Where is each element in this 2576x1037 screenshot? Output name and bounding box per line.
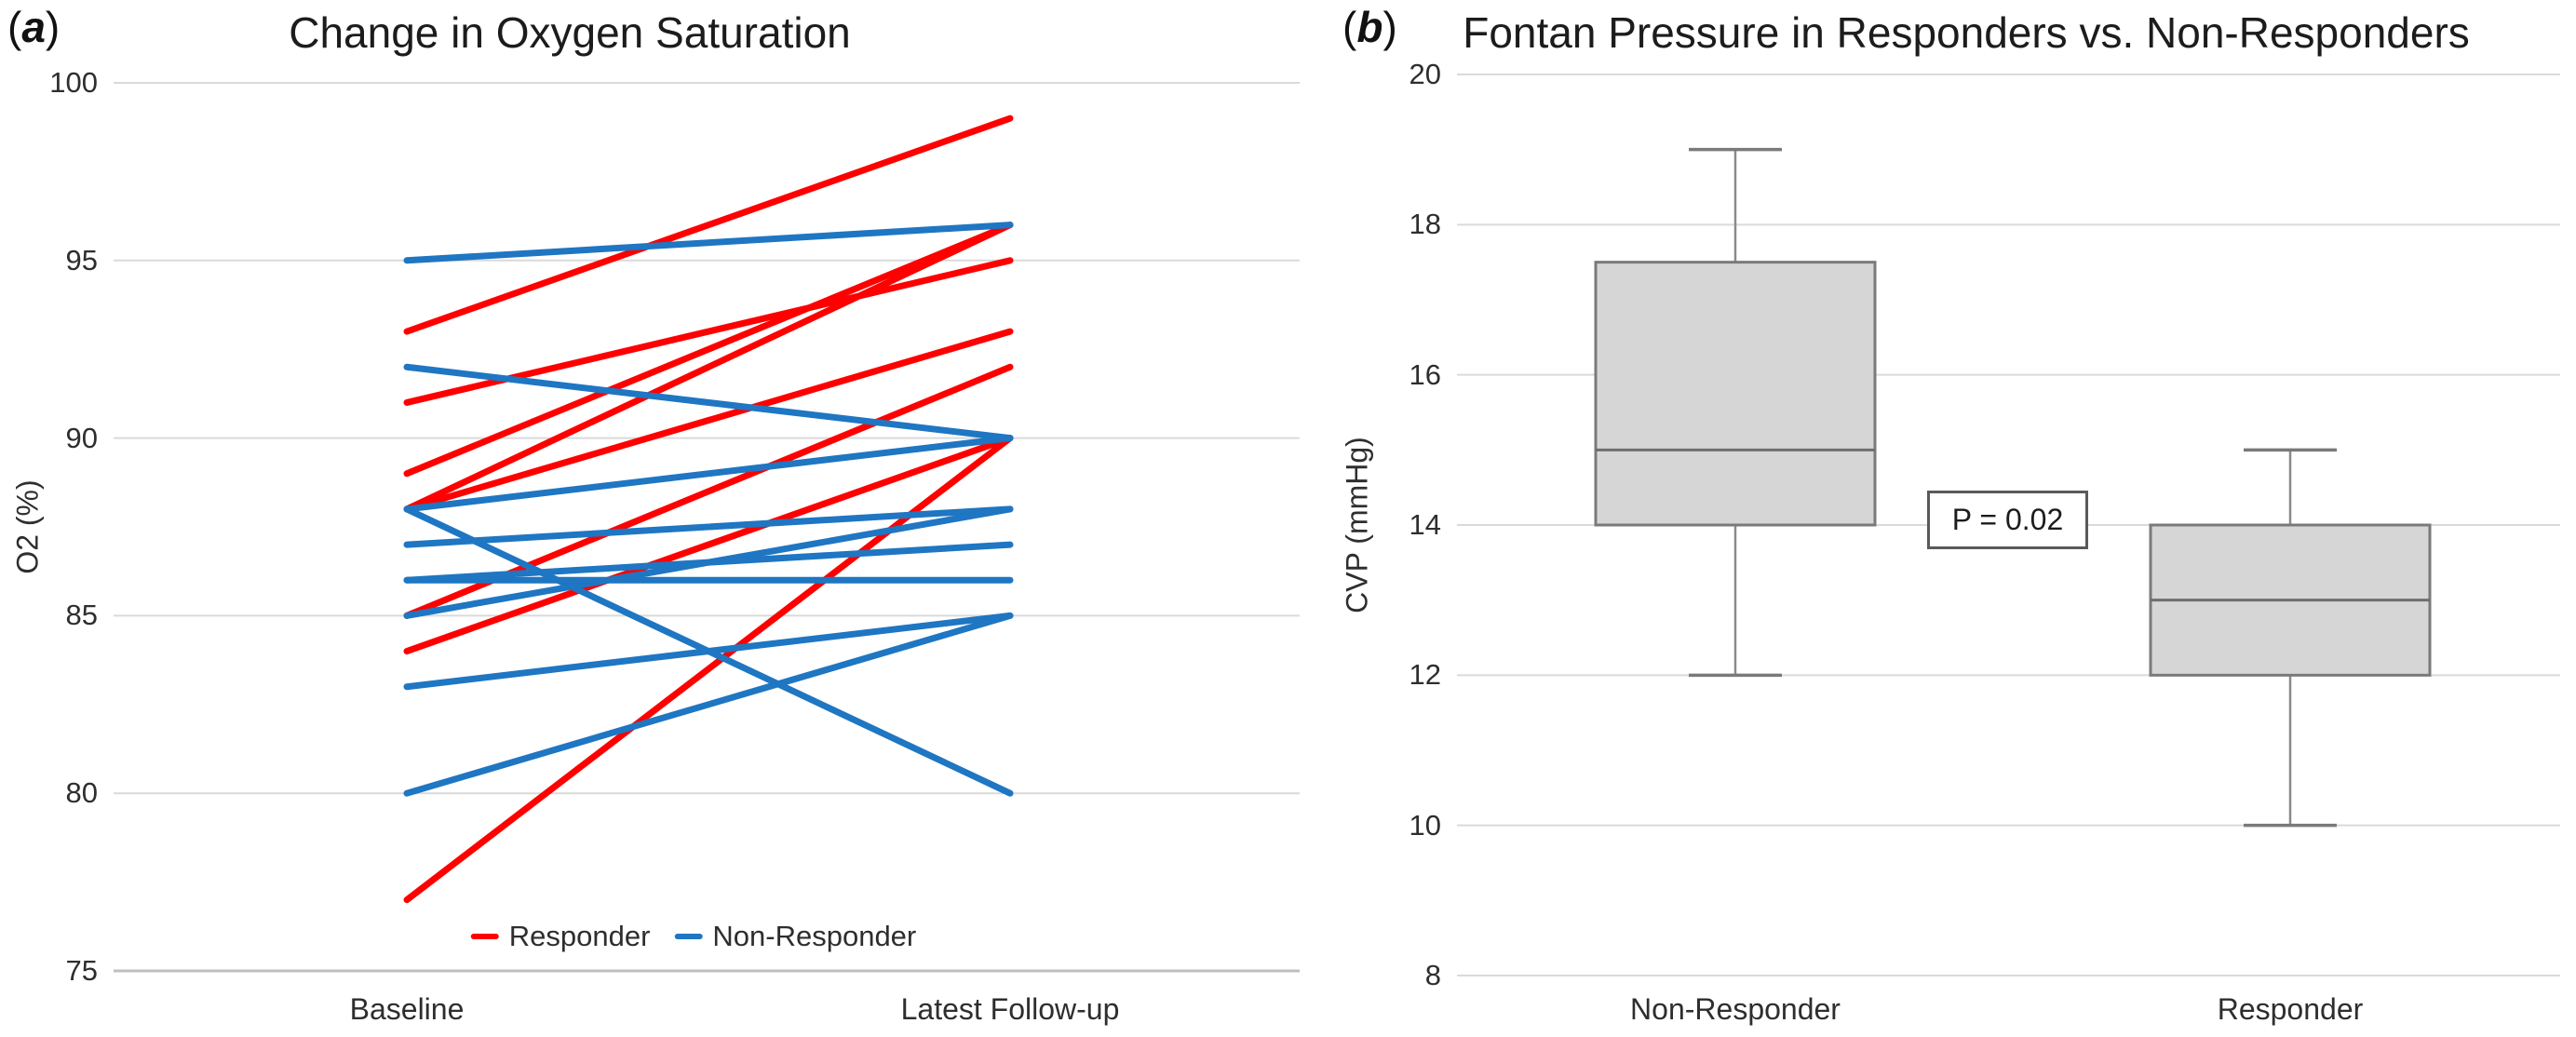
box-chart-canvas [1457, 74, 2560, 977]
slope-line-non-responder [403, 435, 1014, 513]
p-value-annotation: P = 0.02 [1927, 491, 2088, 549]
y-tick-label: 10 [1409, 808, 1441, 842]
panel-b-box-plot: (b) Fontan Pressure in Responders vs. No… [1303, 0, 2576, 1037]
slope-line-responder [403, 435, 1014, 655]
panel-a-tag: (a) [7, 3, 61, 51]
slope-line-non-responder [403, 222, 1014, 264]
slope-line-non-responder [403, 505, 1014, 548]
responder-line-swatch-icon [470, 934, 499, 939]
y-tick-label: 75 [65, 954, 98, 987]
slope-line-non-responder [403, 363, 1014, 442]
panel-a-title: Change in Oxygen Saturation [289, 8, 851, 57]
slope-line-responder [403, 222, 1014, 478]
slope-line-non-responder [403, 541, 1014, 584]
legend-item-responder: Responder [470, 920, 651, 953]
slope-line-non-responder [403, 612, 1014, 691]
slope-line-responder [403, 257, 1014, 406]
slope-chart-canvas [114, 82, 1300, 973]
non-responder-line-swatch-icon [674, 934, 703, 939]
box-non-responder [1594, 261, 1877, 527]
panel-a-category-followup: Latest Follow-up [900, 992, 1120, 1026]
y-tick-label: 20 [1409, 58, 1441, 90]
y-tick-label: 14 [1409, 508, 1441, 541]
panel-a-category-baseline: Baseline [349, 992, 465, 1026]
y-tick-label: 95 [65, 243, 98, 276]
legend-label-non-responder: Non-Responder [712, 920, 917, 952]
legend-item-non-responder: Non-Responder [674, 920, 916, 953]
y-tick-label: 18 [1409, 208, 1441, 241]
y-tick-label: 90 [65, 421, 98, 454]
legend-label-responder: Responder [508, 920, 651, 952]
y-tick-label: 8 [1424, 959, 1441, 991]
slope-line-non-responder [403, 612, 1014, 797]
slope-line-responder [403, 114, 1014, 335]
panel-b-title: Fontan Pressure in Responders vs. Non-Re… [1463, 8, 2470, 57]
y-tick-label: 85 [65, 599, 98, 632]
slope-line-responder [403, 435, 1014, 904]
y-tick-label: 16 [1409, 357, 1441, 391]
panel-a-slope-chart: (a) Change in Oxygen Saturation O2 (%) 1… [7, 3, 1300, 1026]
legend: Responder Non-Responder [470, 920, 916, 953]
panel-b-category-responder: Responder [2217, 992, 2364, 1026]
panel-b-tag: (b) [1342, 3, 1397, 51]
y-tick-label: 100 [49, 66, 98, 99]
y-tick-label: 80 [65, 776, 98, 810]
slope-line-responder [403, 328, 1014, 513]
slope-line-responder [403, 222, 1014, 513]
y-tick-label: 12 [1409, 658, 1441, 692]
panel-b-category-non-responder: Non-Responder [1630, 992, 1841, 1026]
